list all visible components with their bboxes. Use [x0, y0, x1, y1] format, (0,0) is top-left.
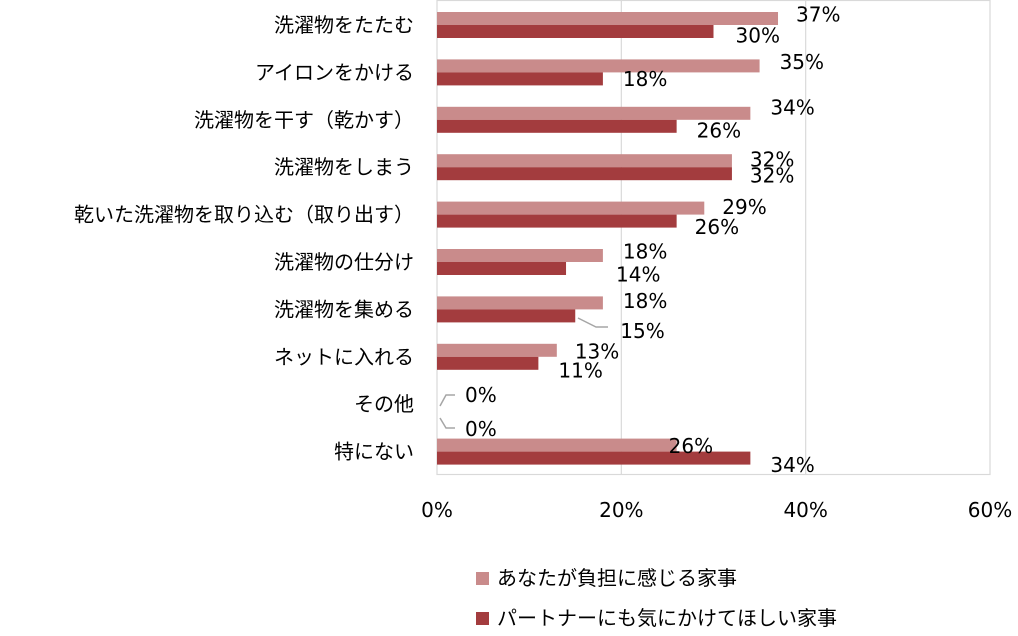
- bar-burden: [437, 154, 732, 168]
- bar-partner: [437, 214, 677, 228]
- x-tick-label: 20%: [599, 498, 643, 522]
- data-label: 0%: [465, 417, 497, 441]
- data-label: 18%: [623, 67, 667, 91]
- bars: [437, 12, 779, 465]
- data-label: 35%: [780, 50, 824, 74]
- data-label: 26%: [669, 434, 713, 458]
- data-label: 32%: [750, 148, 794, 172]
- x-tick-label: 60%: [968, 498, 1012, 522]
- leader-lines: [439, 317, 608, 429]
- data-label: 14%: [616, 263, 660, 287]
- bar-burden: [437, 249, 603, 262]
- category-label: 洗濯物の仕分け: [274, 250, 414, 274]
- category-label: 洗濯物を干す（乾かす）: [194, 108, 414, 132]
- leader-line: [439, 417, 455, 429]
- bar-burden: [437, 201, 705, 215]
- bar-partner: [437, 309, 576, 323]
- data-label: 0%: [465, 383, 497, 407]
- bar-partner: [437, 119, 677, 133]
- legend-label: パートナーにも気にかけてほしい家事: [497, 606, 837, 630]
- legend-label: あなたが負担に感じる家事: [497, 566, 737, 590]
- bar-burden: [437, 12, 779, 25]
- x-tick-label: 40%: [783, 498, 827, 522]
- data-label: 11%: [558, 358, 602, 382]
- category-label: 洗濯物をたたむ: [274, 13, 414, 37]
- legend-swatch: [476, 612, 489, 625]
- bar-burden: [437, 438, 677, 452]
- data-label: 26%: [697, 118, 741, 142]
- leader-line: [439, 394, 455, 407]
- bar-partner: [437, 262, 567, 275]
- data-label: 30%: [736, 24, 780, 48]
- bar-burden: [437, 59, 760, 73]
- data-label: 34%: [770, 95, 814, 119]
- data-label: 13%: [575, 339, 619, 363]
- bar-partner: [437, 451, 751, 465]
- category-label: 洗濯物を集める: [274, 297, 414, 321]
- x-axis-tick-labels: 0% 20% 40% 60%: [421, 498, 1012, 522]
- data-label: 37%: [796, 3, 840, 27]
- leader-line: [577, 317, 608, 328]
- category-label: 特にない: [334, 440, 414, 464]
- category-label: その他: [354, 392, 414, 416]
- category-label: ネットに入れる: [274, 345, 414, 369]
- data-label: 32%: [750, 164, 794, 188]
- category-label: アイロンをかける: [255, 60, 414, 84]
- bar-burden: [437, 343, 557, 357]
- category-label: 洗濯物をしまう: [274, 155, 414, 179]
- bar-burden: [437, 296, 603, 310]
- x-tick-label: 0%: [421, 498, 453, 522]
- data-label: 15%: [620, 319, 664, 343]
- bar-partner: [437, 72, 603, 86]
- data-label: 18%: [623, 240, 667, 264]
- legend-swatch: [476, 572, 489, 585]
- data-label: 34%: [770, 453, 814, 477]
- data-label: 26%: [695, 215, 739, 239]
- data-labels: 37% 35% 34% 32% 29% 18% 18% 13% 0% 26% 30% 18% 26% 32…: [465, 3, 840, 478]
- bar-burden: [437, 106, 751, 120]
- category-label: 乾いた洗濯物を取り込む（取り出す）: [74, 203, 414, 227]
- data-label: 29%: [722, 195, 766, 219]
- plot-area-border: [436, 0, 991, 476]
- bar-partner: [437, 356, 539, 370]
- bar-partner: [437, 167, 732, 181]
- bar-partner: [437, 25, 714, 38]
- data-label: 18%: [623, 289, 667, 313]
- gridlines: [436, 0, 991, 476]
